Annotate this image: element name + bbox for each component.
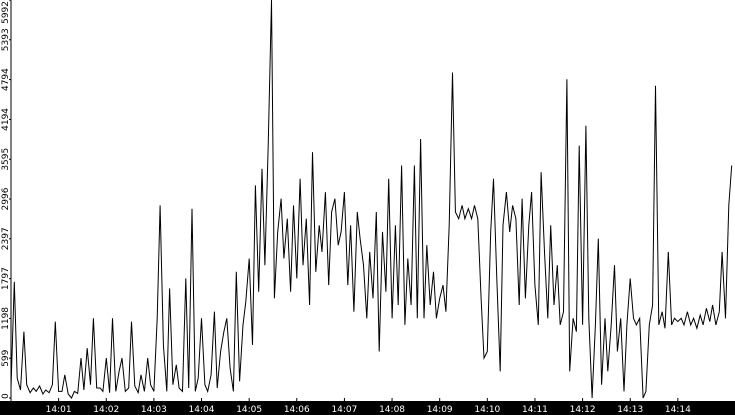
y-tick-label: 599 xyxy=(1,349,11,366)
y-tick-label: 4194 xyxy=(1,108,11,131)
x-axis: 14:01 14:02 14:03 14:04 14:05 14:06 14:07 14:08… xyxy=(46,398,691,415)
y-tick-label: 1198 xyxy=(1,307,11,330)
x-tick-label: 14:10 xyxy=(474,405,500,415)
x-tick-label: 14:13 xyxy=(617,405,643,415)
x-tick-label: 14:11 xyxy=(522,405,548,415)
x-tick-label: 14:05 xyxy=(236,405,262,415)
y-tick-label: 4794 xyxy=(1,68,11,91)
x-axis-bar xyxy=(0,401,735,415)
x-tick-label: 14:02 xyxy=(93,405,119,415)
y-tick-label: 0 xyxy=(1,393,11,399)
y-tick-label: 1797 xyxy=(1,267,11,290)
y-tick-label: 2397 xyxy=(1,227,11,250)
x-tick-label: 14:12 xyxy=(570,405,596,415)
x-tick-label: 14:06 xyxy=(284,405,310,415)
x-tick-label: 14:14 xyxy=(665,405,691,415)
x-tick-label: 14:04 xyxy=(189,405,215,415)
x-tick-label: 14:01 xyxy=(46,405,72,415)
x-tick-label: 14:08 xyxy=(379,405,405,415)
x-tick-label: 14:07 xyxy=(331,405,357,415)
x-tick-label: 14:03 xyxy=(141,405,167,415)
y-tick-label: 3595 xyxy=(1,148,11,171)
y-tick-label: 5992 xyxy=(1,1,11,24)
y-tick-label: 2996 xyxy=(1,187,11,210)
series-group xyxy=(10,0,733,399)
x-tick-label: 14:09 xyxy=(427,405,453,415)
y-tick-label: 5393 xyxy=(1,28,11,51)
y-axis: 0 599 1198 1797 2397 2996 3595 4194 4794 5393 5992 xyxy=(1,0,12,401)
series-line xyxy=(10,0,733,399)
